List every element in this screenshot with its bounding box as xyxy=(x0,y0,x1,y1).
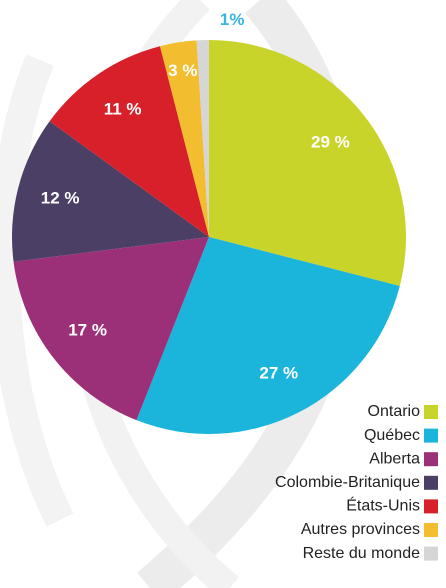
pie-slice xyxy=(13,237,209,421)
legend-label: Autres provinces xyxy=(301,521,420,538)
legend-swatch xyxy=(424,405,438,419)
legend-swatch xyxy=(424,428,438,443)
pie-slice xyxy=(196,40,209,237)
data-label: 12 % xyxy=(41,188,80,207)
data-label: 29 % xyxy=(311,132,350,151)
legend-swatch xyxy=(424,475,438,490)
pie-slice xyxy=(209,40,406,286)
legend-label: États-Unis xyxy=(346,496,420,515)
pie-slice xyxy=(11,121,209,262)
legend-label: Colombie-Britanique xyxy=(275,474,420,491)
data-label: 1% xyxy=(220,10,245,29)
legend-label: Reste du monde xyxy=(303,545,421,562)
pie-slice xyxy=(49,46,209,237)
data-label: 11 % xyxy=(104,99,142,118)
pie-slice xyxy=(136,237,400,434)
legend-label: Alberta xyxy=(369,450,420,467)
legend-label: Ontario xyxy=(368,403,421,420)
legend-label: Québec xyxy=(364,427,420,444)
pie-slice xyxy=(160,40,209,237)
legend-swatch xyxy=(424,452,438,467)
legend-swatch xyxy=(424,546,438,561)
data-label: 17 % xyxy=(68,321,107,340)
legend-swatch xyxy=(424,499,438,514)
data-label: 3 % xyxy=(168,61,197,80)
legend-swatch xyxy=(424,523,438,537)
data-label: 27 % xyxy=(259,363,298,382)
